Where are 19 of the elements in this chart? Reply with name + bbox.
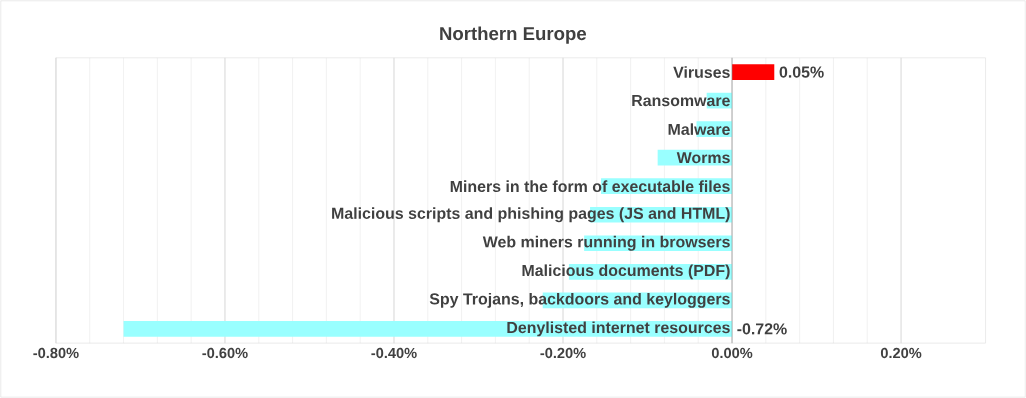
y-tick-label: Malware: [668, 123, 730, 136]
x-tick-label: 0.20%: [880, 347, 922, 359]
y-tick-label: Ransomware: [632, 95, 730, 107]
data-label: 0.05%: [779, 66, 824, 78]
data-label: -0.72%: [737, 323, 787, 335]
x-tick-label: 0.00%: [711, 347, 753, 359]
x-tick-label: -0.40%: [371, 347, 417, 359]
y-tick-label: Web miners running in browsers: [482, 235, 730, 251]
y-tick-label: Miners in the form of executable files: [450, 180, 730, 193]
y-tick-label: Denylisted internet resources: [507, 321, 730, 337]
y-tick-label: Spy Trojans, backdoors and keyloggers: [429, 292, 730, 308]
y-tick-label: Malicious documents (PDF): [522, 264, 730, 280]
y-tick-label: Worms: [676, 152, 730, 164]
x-tick-label: -0.60%: [202, 347, 248, 359]
y-tick-label: Viruses: [673, 66, 730, 78]
chart-title: Northern Europe: [440, 26, 587, 44]
x-tick-label: -0.80%: [33, 347, 79, 359]
y-tick-label: Malicious scripts and phishing pages (JS and HTML): [332, 207, 730, 223]
x-tick-label: -0.20%: [540, 347, 586, 359]
